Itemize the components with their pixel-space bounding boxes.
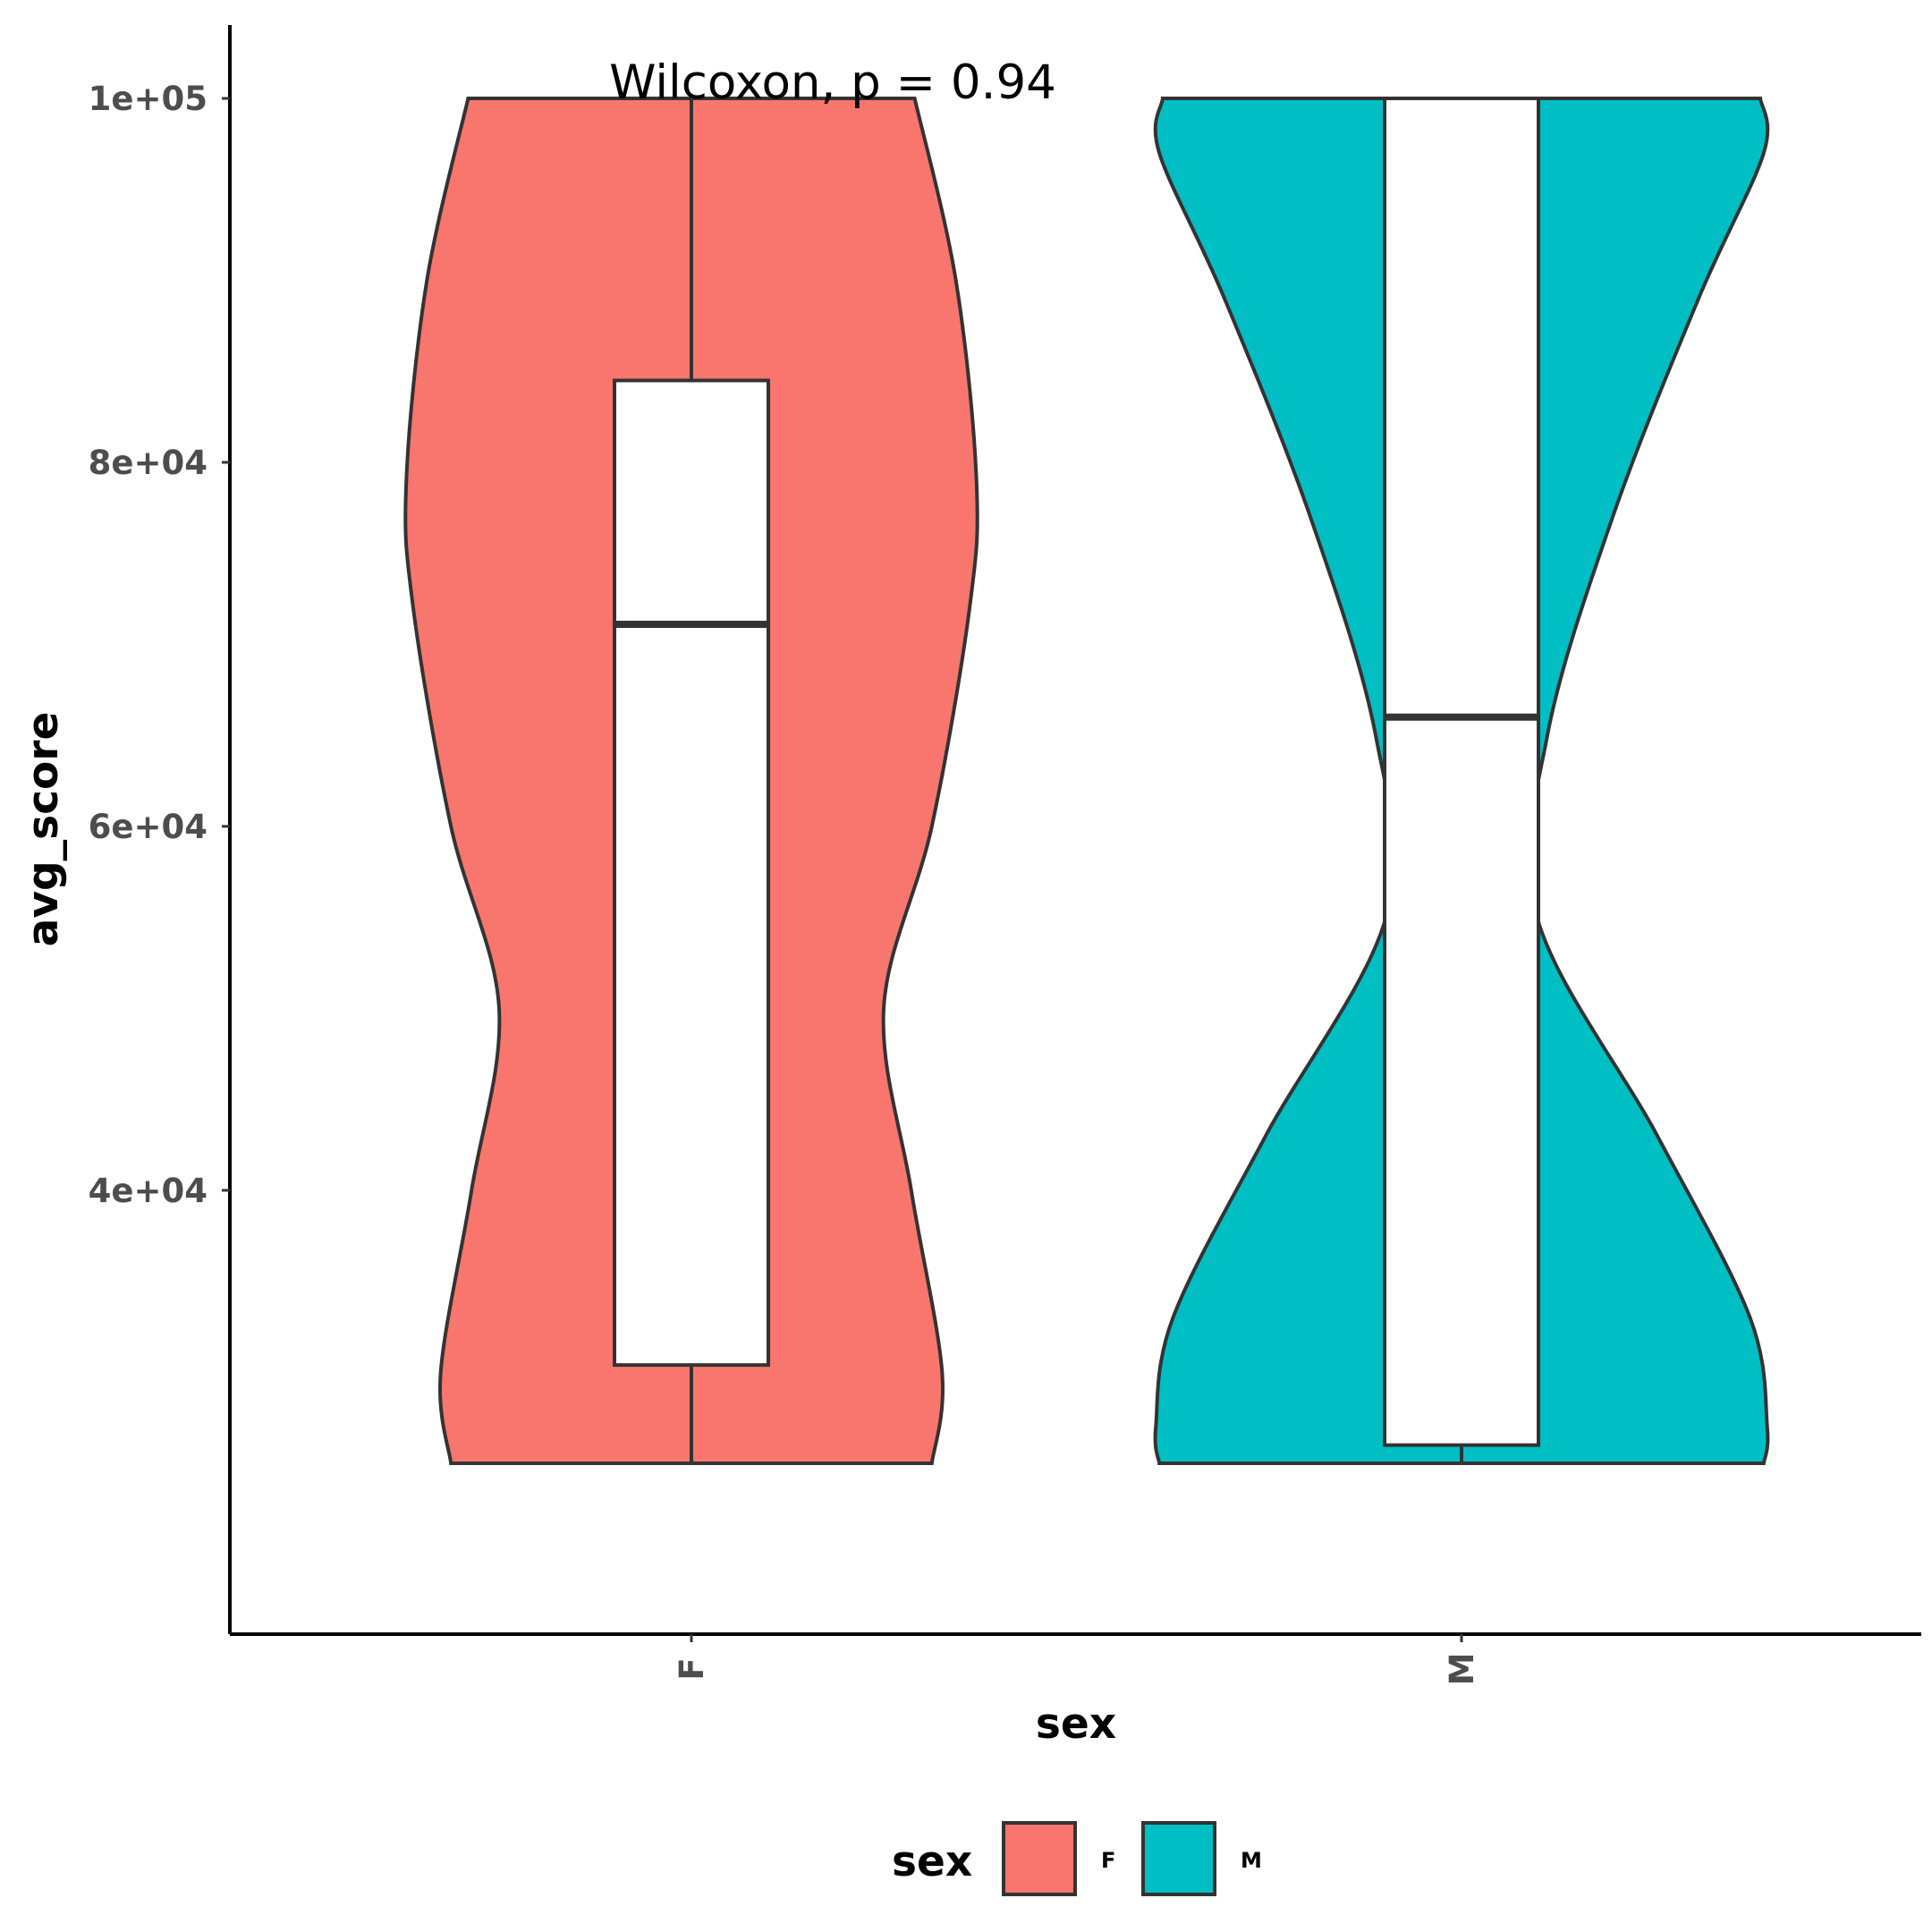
y-tick-label: 1e+05 [89, 80, 208, 118]
boxplots-layer [613, 97, 1540, 1463]
box-f [613, 378, 770, 1368]
y-axis-title: avg_score [19, 712, 68, 947]
legend-label-f: F [1101, 1848, 1115, 1873]
legend-swatch-m [1141, 1821, 1216, 1896]
legend-title: sex [892, 1837, 972, 1886]
legend: sex F M [892, 1821, 1262, 1896]
x-tick-label: F [673, 1657, 711, 1680]
box-m [1383, 97, 1540, 1447]
y-tick-label: 6e+04 [89, 808, 208, 846]
legend-label-m: M [1241, 1848, 1262, 1873]
legend-swatch-f [1002, 1821, 1077, 1896]
x-tick-label: M [1443, 1653, 1481, 1686]
y-ticks: 4e+04 6e+04 8e+04 1e+05 [89, 80, 230, 1210]
violins-layer [403, 97, 1770, 1465]
y-tick-label: 8e+04 [89, 444, 208, 482]
y-tick-label: 4e+04 [89, 1172, 208, 1210]
annotation-text: Wilcoxon, p = 0.94 [609, 55, 1056, 110]
x-axis-title: sex [1036, 1699, 1116, 1749]
